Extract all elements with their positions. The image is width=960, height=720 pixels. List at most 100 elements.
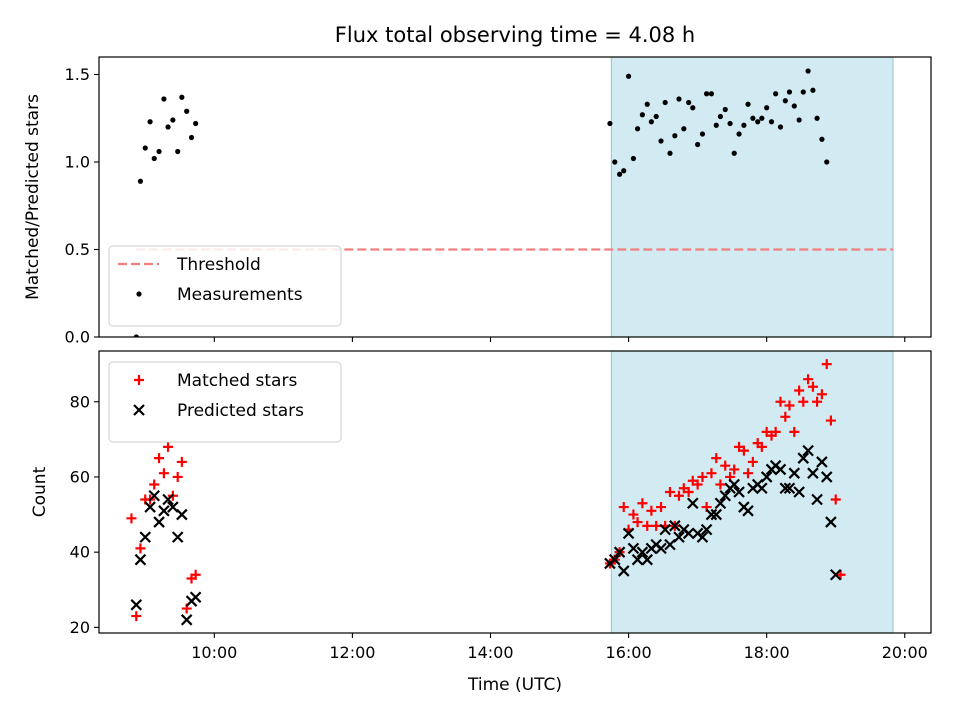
matched-stars-point: [711, 453, 722, 464]
matched-stars-point: [825, 415, 836, 426]
measurement-point: [672, 133, 678, 139]
legend-matched-swatch: [134, 375, 144, 385]
predicted-stars-point: [802, 444, 814, 457]
measurement-point: [634, 126, 641, 132]
matched-stars-point: [697, 471, 708, 482]
predicted-stars-point: [153, 516, 165, 528]
measurement-point: [648, 119, 654, 125]
matched-stars-point: [131, 611, 142, 622]
matched-stars-point: [784, 400, 795, 411]
legend: Threshold Measurements: [108, 245, 342, 327]
matched-stars-point: [798, 396, 809, 407]
predicted-stars-point: [613, 546, 626, 558]
predicted-stars-point: [742, 505, 754, 517]
y-tick-label: 0.5: [65, 240, 90, 259]
predicted-stars-point: [719, 489, 732, 502]
measurement-point: [137, 178, 144, 184]
measurement-point: [741, 122, 747, 128]
predicted-stars-point: [760, 471, 773, 483]
predicted-stars-point: [130, 599, 143, 611]
legend-label: Predicted stars: [177, 401, 304, 421]
measurement-point: [713, 122, 719, 128]
predicted-stars-point: [825, 516, 837, 528]
measurement-point: [617, 171, 623, 177]
legend-box: [108, 245, 342, 327]
measurement-point: [630, 155, 637, 162]
matched-stars-point: [706, 468, 717, 479]
predicted-stars-point: [189, 591, 202, 604]
measurement-point: [750, 115, 756, 121]
predicted-stars-point: [144, 501, 156, 513]
predicted-stars-point: [700, 523, 713, 536]
measurement-point: [161, 96, 167, 102]
predicted-stars-point: [158, 505, 170, 517]
predicted-stars-point: [714, 497, 727, 510]
predicted-stars-point: [756, 482, 768, 495]
measurement-point: [782, 98, 788, 104]
matched-stars-point: [743, 468, 754, 479]
matched-stars-point: [803, 374, 814, 385]
measurement-point: [695, 141, 701, 148]
predicted-stars-point: [617, 565, 630, 577]
measurement-point: [796, 117, 802, 123]
matched-stars-point: [637, 498, 648, 509]
matched-stars-point: [729, 464, 740, 475]
predicted-stars-point: [655, 542, 667, 555]
predicted-stars-point: [622, 527, 635, 540]
predicted-stars-point: [176, 508, 188, 521]
measurement-point: [142, 145, 148, 151]
measurement-point: [745, 101, 751, 107]
predicted-stars-point: [829, 568, 842, 581]
predicted-stars-point: [682, 527, 695, 540]
chart-title: Flux total observing time = 4.08 h: [335, 23, 695, 47]
predicted-stars-point: [710, 508, 723, 521]
predicted-stars-point: [608, 553, 621, 566]
measurement-point: [653, 113, 659, 120]
measurement-point: [786, 89, 793, 95]
measurement-point: [658, 138, 664, 144]
data-layer: [126, 359, 846, 626]
matched-stars-point: [158, 468, 169, 479]
predicted-stars-point: [788, 467, 801, 479]
matched-stars-point: [780, 411, 791, 422]
measurement-point: [133, 334, 139, 337]
measurement-point: [156, 148, 162, 155]
measurement-point: [625, 73, 632, 79]
predicted-stars-point: [820, 471, 833, 483]
matched-stars-point: [135, 543, 146, 554]
measurement-point: [686, 99, 692, 106]
matched-stars-point: [807, 381, 818, 392]
x-tick-label: 10:00: [191, 643, 237, 662]
y-axis-label: Matched/Predicted stars: [23, 94, 43, 300]
predicted-stars-point: [779, 482, 792, 495]
predicted-stars-point: [811, 493, 823, 506]
predicted-stars-point: [631, 553, 644, 566]
matched-stars-point: [794, 385, 805, 396]
matched-stars-point: [190, 569, 201, 580]
predicted-stars-point: [148, 489, 161, 502]
predicted-stars-point: [180, 614, 193, 626]
measurement-point: [727, 120, 733, 127]
matched-stars-point: [651, 520, 662, 531]
legend-measurement-swatch: [136, 291, 142, 297]
measurement-point: [644, 101, 650, 107]
axes-frame: [98, 350, 932, 634]
measurement-point: [810, 87, 816, 93]
matched-stars-point: [747, 456, 758, 467]
matched-stars-point: [816, 389, 827, 400]
observing-span-highlight: [610, 350, 894, 634]
y-tick-label: 1.5: [65, 65, 90, 84]
y-tick-label: 40: [70, 543, 90, 562]
matched-stars-point: [632, 517, 643, 528]
legend: Matched stars Predicted stars: [108, 361, 342, 443]
measurement-point: [147, 119, 153, 125]
predicted-stars-point: [162, 493, 174, 506]
matched-stars-point: [665, 487, 676, 497]
measurement-point: [676, 96, 682, 102]
y-tick-label: 0.0: [65, 328, 90, 347]
x-tick-label: 20:00: [882, 643, 928, 662]
matched-stars-point: [646, 505, 657, 516]
matched-stars-point: [172, 471, 183, 482]
legend-box: [108, 361, 342, 443]
